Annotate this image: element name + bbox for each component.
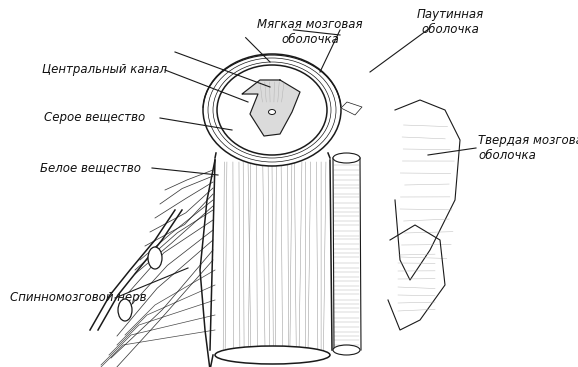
Ellipse shape	[208, 58, 336, 162]
Text: Белое вещество: Белое вещество	[39, 161, 140, 174]
Ellipse shape	[333, 153, 360, 163]
Text: Твердая мозговая
оболочка: Твердая мозговая оболочка	[478, 134, 578, 162]
Polygon shape	[395, 100, 460, 280]
Ellipse shape	[118, 299, 132, 321]
Text: Паутинная
оболочка: Паутинная оболочка	[416, 8, 484, 36]
Ellipse shape	[148, 247, 162, 269]
Text: Мягкая мозговая
оболочка: Мягкая мозговая оболочка	[257, 18, 363, 46]
Text: Серое вещество: Серое вещество	[45, 112, 146, 124]
Ellipse shape	[217, 65, 327, 155]
Ellipse shape	[203, 54, 341, 166]
Text: Центральный канал: Центральный канал	[43, 63, 168, 76]
Polygon shape	[388, 225, 445, 330]
Ellipse shape	[333, 345, 360, 355]
Polygon shape	[341, 102, 362, 115]
Ellipse shape	[269, 109, 276, 115]
Polygon shape	[242, 80, 300, 136]
Text: Спинномозговой нерв: Спинномозговой нерв	[10, 291, 146, 305]
Ellipse shape	[215, 346, 330, 364]
